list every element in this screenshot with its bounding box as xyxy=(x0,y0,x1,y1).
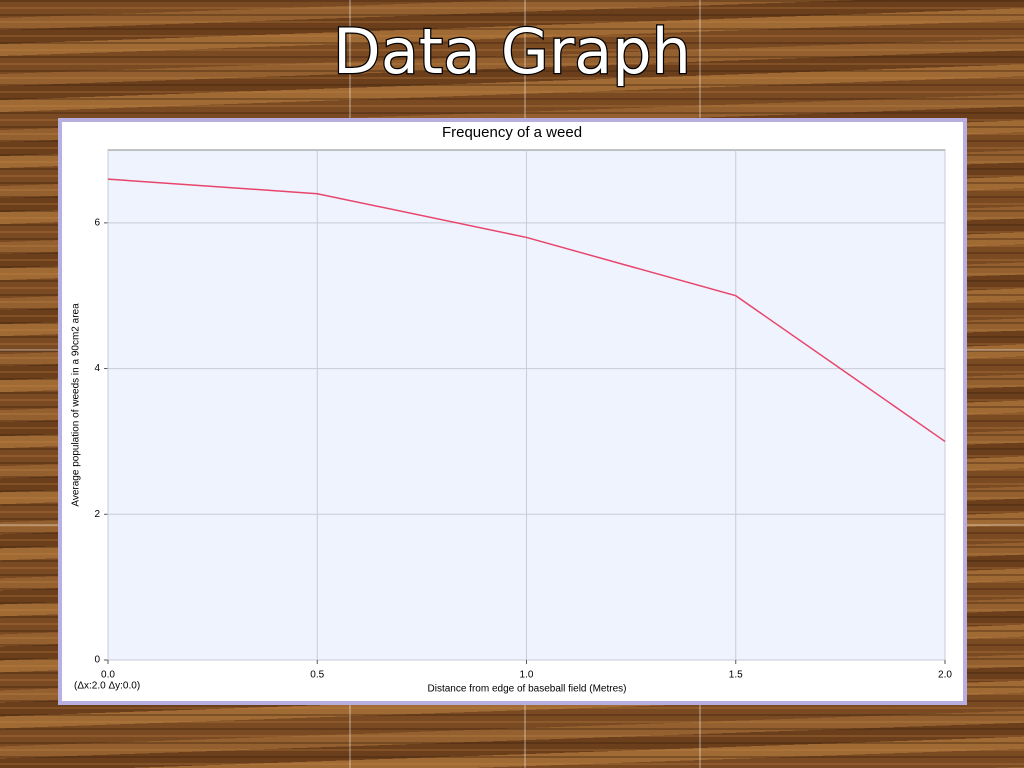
x-tick-label: 1.5 xyxy=(729,670,743,681)
y-axis-label: Average population of weeds in a 90cm2 a… xyxy=(71,303,82,507)
slide-title: Data Graph xyxy=(333,15,691,88)
x-axis-label: Distance from edge of baseball field (Me… xyxy=(428,684,627,695)
x-tick-label: 2.0 xyxy=(938,670,952,681)
x-tick-label: 0.0 xyxy=(101,670,115,681)
y-tick-label: 2 xyxy=(94,509,100,520)
y-tick-label: 4 xyxy=(94,363,100,374)
x-tick-label: 1.0 xyxy=(520,670,534,681)
x-tick-label: 0.5 xyxy=(310,670,324,681)
annotation: (Δx:2.0 Δy:0.0) xyxy=(74,681,140,692)
y-tick-label: 0 xyxy=(94,655,100,666)
chart-title: Frequency of a weed xyxy=(442,124,582,141)
y-tick-label: 6 xyxy=(94,217,100,228)
line xyxy=(107,178,946,443)
